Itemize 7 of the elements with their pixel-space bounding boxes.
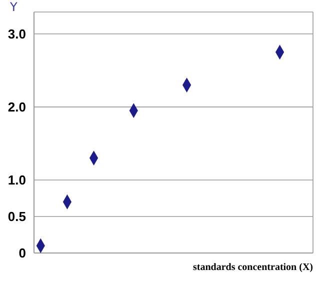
- y-tick-label: 0.5: [8, 209, 26, 224]
- y-tick-label: 3.0: [8, 26, 26, 42]
- y-tick-label: 0: [18, 246, 26, 261]
- y-axis-title: Y: [10, 0, 18, 14]
- y-tick-label: 2.0: [8, 100, 26, 115]
- y-tick-label: 1.0: [8, 172, 26, 188]
- x-axis-title: standards concentration (X): [193, 262, 313, 273]
